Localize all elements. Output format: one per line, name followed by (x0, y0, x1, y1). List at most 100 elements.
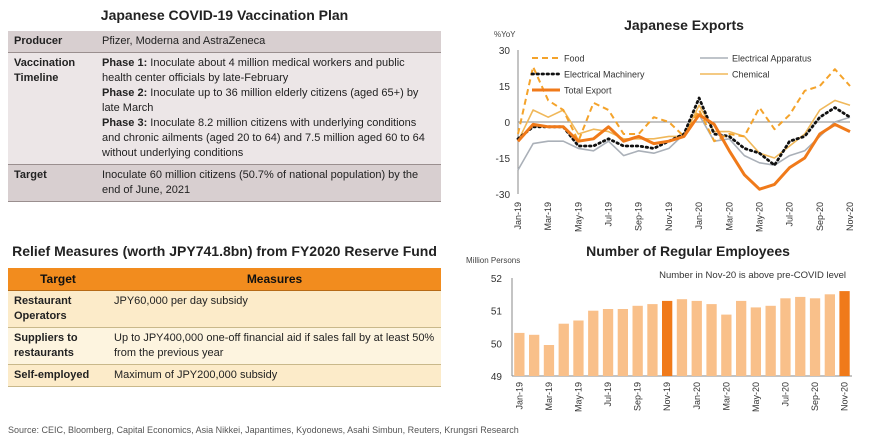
phase-label: Phase 1: (102, 57, 148, 69)
bar-mar-20 (721, 314, 732, 376)
x-tick-label: May-19 (574, 382, 584, 412)
bar-aug-19 (617, 309, 628, 376)
x-tick-label: Jan-20 (692, 382, 702, 410)
x-tick-label: Jan-20 (694, 202, 704, 230)
bar-nov-19 (662, 300, 673, 376)
vaccination-title: Japanese COVID-19 Vaccination Plan (100, 7, 349, 23)
y-axis-label: %YoY (494, 30, 516, 39)
chart-title: Number of Regular Employees (586, 243, 790, 259)
phase-item: Phase 1: Inoculate about 4 million medic… (102, 56, 435, 86)
x-tick-label: May-20 (751, 382, 761, 412)
x-tick-label: Jul-19 (603, 382, 613, 407)
table-row: Target Inoculate 60 million citizens (50… (8, 164, 441, 202)
bar-sep-20 (809, 298, 821, 376)
bar-jan-20 (691, 300, 702, 376)
x-tick-label: Mar-20 (721, 382, 731, 411)
phase-item: Phase 3: Inoculate 8.2 million citizens … (102, 116, 435, 161)
legend-label: Electrical Apparatus (732, 54, 812, 64)
bar-jul-20 (780, 298, 791, 376)
table-row: Producer Pfizer, Moderna and AstraZeneca (8, 31, 441, 53)
x-tick-label: Sep-20 (810, 382, 820, 411)
x-tick-label: Nov-19 (662, 382, 672, 411)
phase-label: Phase 3: (102, 117, 148, 129)
x-tick-label: Jul-19 (604, 202, 614, 227)
row-value: Inoculate 60 million citizens (50.7% of … (96, 164, 441, 202)
bar-feb-20 (706, 304, 717, 376)
table-header-row: Target Measures (8, 268, 441, 291)
row-measure: Up to JPY400,000 one-off financial aid i… (108, 327, 441, 365)
y-tick-label: 30 (499, 46, 511, 57)
table-row: Suppliers to restaurants Up to JPY400,00… (8, 327, 441, 365)
x-tick-label: Nov-20 (840, 382, 850, 411)
y-tick-label: -30 (496, 190, 511, 201)
row-key: Target (8, 164, 96, 202)
phase-text: Inoculate up to 36 million elderly citiz… (102, 87, 419, 114)
table-row: Self-employed Maximum of JPY200,000 subs… (8, 364, 441, 387)
bar-may-20 (750, 307, 761, 376)
phase-list: Phase 1: Inoculate about 4 million medic… (96, 52, 441, 165)
relief-title: Relief Measures (worth JPY741.8bn) from … (12, 243, 437, 259)
bar-jul-19 (602, 309, 614, 376)
phase-label: Phase 2: (102, 87, 148, 99)
chart-annotation: Number in Nov-20 is above pre-COVID leve… (659, 270, 846, 281)
row-target: Restaurant Operators (8, 290, 108, 328)
row-target: Suppliers to restaurants (8, 327, 108, 365)
series-line-food (517, 65, 851, 143)
bar-apr-19 (558, 323, 569, 376)
row-key: Producer (8, 31, 96, 53)
x-tick-label: Jan-19 (513, 202, 523, 230)
bar-oct-19 (647, 304, 658, 376)
x-tick-label: Jul-20 (785, 202, 795, 227)
vaccination-table: Producer Pfizer, Moderna and AstraZeneca… (8, 31, 441, 202)
bar-jun-19 (588, 310, 599, 376)
chart-title: Japanese Exports (624, 17, 744, 33)
row-key: Vaccination Timeline (8, 52, 96, 165)
y-tick-label: 50 (491, 339, 503, 350)
x-tick-label: Jan-19 (514, 382, 524, 410)
x-tick-label: Sep-19 (634, 202, 644, 231)
y-tick-label: 52 (491, 274, 503, 285)
employees-chart: Number of Regular Employees Million Perso… (466, 243, 852, 412)
row-measure: JPY60,000 per day subsidy (108, 290, 441, 328)
source-note: Source: CEIC, Bloomberg, Capital Economi… (8, 425, 519, 435)
bar-sep-19 (632, 305, 643, 376)
legend-label: Chemical (732, 70, 770, 80)
bar-jun-20 (765, 305, 776, 376)
table-row: Restaurant Operators JPY60,000 per day s… (8, 290, 441, 328)
table-row: Vaccination Timeline Phase 1: Inoculate … (8, 52, 441, 165)
phase-item: Phase 2: Inoculate up to 36 million elde… (102, 86, 435, 116)
y-tick-label: 49 (491, 372, 503, 383)
x-tick-label: Mar-19 (543, 202, 553, 231)
bar-feb-19 (529, 334, 540, 376)
row-measure: Maximum of JPY200,000 subsidy (108, 364, 441, 387)
y-tick-label: -15 (496, 154, 511, 165)
x-tick-label: Jul-20 (780, 382, 790, 407)
bar-apr-20 (736, 300, 747, 376)
x-tick-label: Mar-20 (724, 202, 734, 231)
relief-table: Target Measures Restaurant Operators JPY… (8, 268, 441, 387)
bar-nov-20 (839, 291, 850, 376)
x-tick-label: Nov-19 (664, 202, 674, 231)
row-value: Pfizer, Moderna and AstraZeneca (96, 31, 441, 53)
x-tick-label: Nov-20 (845, 202, 855, 231)
series-line-total-export (516, 113, 851, 191)
phase-text: Inoculate about 4 million medical worker… (102, 57, 405, 84)
y-tick-label: 15 (499, 82, 511, 93)
y-tick-label: 51 (491, 307, 503, 318)
bar-oct-20 (824, 294, 835, 376)
bar-mar-19 (543, 345, 555, 376)
bar-jan-19 (514, 332, 525, 376)
bar-dec-19 (676, 299, 688, 376)
legend-label: Electrical Machinery (564, 70, 645, 80)
column-header: Measures (108, 268, 441, 291)
x-tick-label: Sep-19 (633, 382, 643, 411)
x-tick-label: May-20 (754, 202, 764, 232)
y-axis-label: Million Persons (466, 256, 520, 265)
bar-may-19 (573, 320, 584, 376)
x-tick-label: Sep-20 (815, 202, 825, 231)
y-tick-label: 0 (504, 118, 510, 129)
phase-text: Inoculate 8.2 million citizens with unde… (102, 117, 425, 159)
x-tick-label: May-19 (573, 202, 583, 232)
bar-aug-20 (795, 296, 806, 376)
